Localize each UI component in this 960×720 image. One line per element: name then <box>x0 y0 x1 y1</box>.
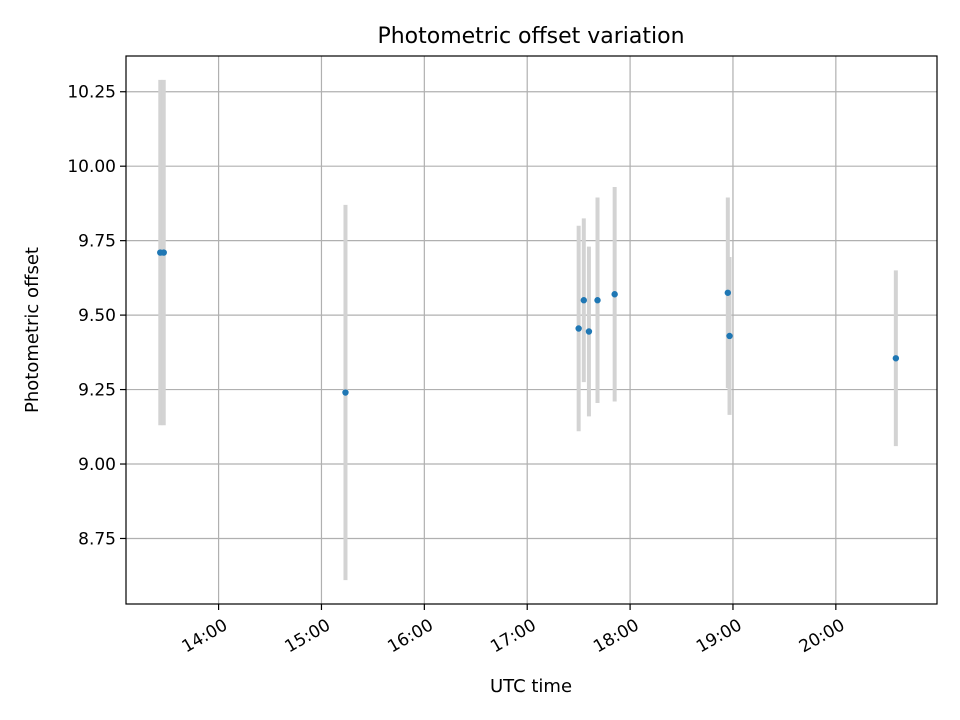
y-axis-ticks: 8.75 9.00 9.25 9.50 9.75 10.00 10.25 <box>67 83 126 549</box>
data-point <box>611 291 618 298</box>
chart-title: Photometric offset variation <box>377 24 684 49</box>
x-axis-label: UTC time <box>490 676 572 697</box>
data-point <box>575 325 582 332</box>
data-point <box>892 355 900 362</box>
y-tick-label: 9.50 <box>78 306 116 326</box>
data-point <box>724 289 732 296</box>
y-tick-label: 8.75 <box>78 529 116 549</box>
data-point <box>726 332 733 340</box>
y-tick-label: 10.25 <box>67 83 116 103</box>
y-tick-label: 9.75 <box>78 232 116 252</box>
grid <box>126 56 937 604</box>
plot-area-frame <box>125 55 938 605</box>
data-point <box>585 328 593 335</box>
y-axis-label: Photometric offset <box>22 247 43 413</box>
data-point <box>594 297 601 304</box>
y-tick-label: 9.25 <box>78 381 116 401</box>
data-point <box>160 249 167 256</box>
y-tick-label: 10.00 <box>67 157 116 177</box>
y-tick-label: 9.00 <box>78 455 116 475</box>
data-point <box>580 297 587 304</box>
data-points <box>157 249 900 396</box>
data-point <box>342 389 349 396</box>
